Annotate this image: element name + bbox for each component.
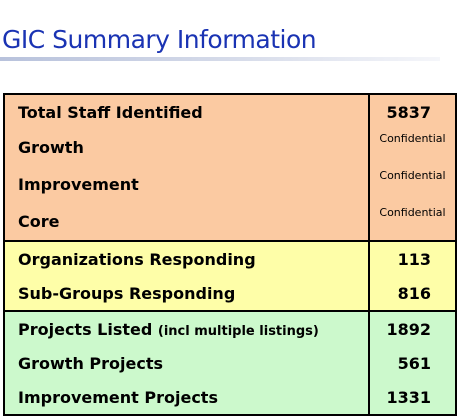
- row-label: Organizations Responding: [4, 240, 370, 276]
- table-row-core: Core Confidential: [4, 203, 456, 241]
- table-row-growth-projects: Growth Projects 561: [4, 346, 456, 380]
- table-row-growth: Growth Confidential: [4, 129, 456, 166]
- row-label: Growth: [4, 129, 370, 166]
- row-label: Sub-Groups Responding: [4, 276, 370, 311]
- table-row-sub-groups: Sub-Groups Responding 816: [4, 276, 456, 311]
- row-value: Confidential: [369, 203, 456, 241]
- row-label-note: (incl multiple listings): [157, 323, 319, 339]
- row-label-cell: Projects Listed (incl multiple listings): [4, 310, 370, 346]
- row-label: Growth Projects: [4, 346, 370, 380]
- row-value: Confidential: [369, 166, 456, 203]
- page-title: GIC Summary Information: [2, 25, 317, 54]
- row-value: Confidential: [369, 129, 456, 166]
- row-value: 1331: [369, 380, 456, 415]
- title-underline: [0, 57, 440, 61]
- row-value: 1892: [369, 310, 456, 346]
- row-value: 561: [369, 346, 456, 380]
- summary-table: Total Staff Identified 5837 Growth Confi…: [3, 93, 457, 416]
- row-label: Improvement Projects: [4, 380, 370, 415]
- table-row-total-staff: Total Staff Identified 5837: [4, 94, 456, 129]
- table-row-improvement: Improvement Confidential: [4, 166, 456, 203]
- row-value: 816: [369, 276, 456, 311]
- row-value: 113: [369, 240, 456, 276]
- table-row-organizations: Organizations Responding 113: [4, 240, 456, 276]
- row-label: Projects Listed: [18, 319, 153, 339]
- table-row-improvement-projects: Improvement Projects 1331: [4, 380, 456, 415]
- row-label: Improvement: [4, 166, 370, 203]
- row-label: Total Staff Identified: [4, 94, 370, 129]
- table-row-projects-listed: Projects Listed (incl multiple listings)…: [4, 310, 456, 346]
- row-value: 5837: [369, 94, 456, 129]
- row-label: Core: [4, 203, 370, 241]
